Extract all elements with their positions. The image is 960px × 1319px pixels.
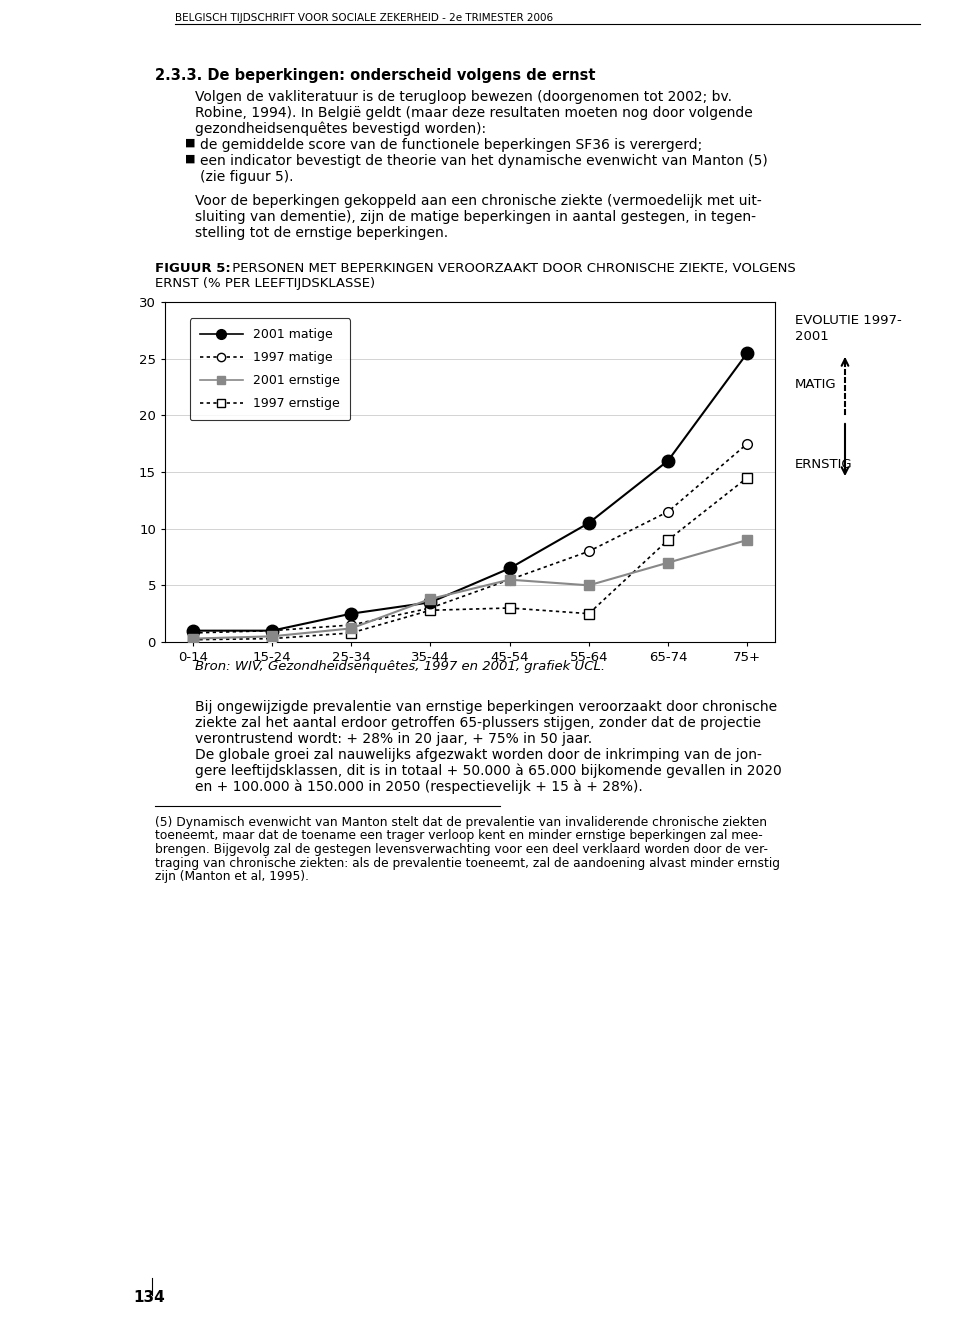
Text: verontrustend wordt: + 28% in 20 jaar, + 75% in 50 jaar.: verontrustend wordt: + 28% in 20 jaar, +… <box>195 732 592 747</box>
1997 matige <box>504 571 516 587</box>
Text: De globale groei zal nauwelijks afgezwakt worden door de inkrimping van de jon-: De globale groei zal nauwelijks afgezwak… <box>195 748 762 762</box>
Text: Voor de beperkingen gekoppeld aan een chronische ziekte (vermoedelijk met uit-: Voor de beperkingen gekoppeld aan een ch… <box>195 194 761 208</box>
Text: stelling tot de ernstige beperkingen.: stelling tot de ernstige beperkingen. <box>195 226 448 240</box>
Line: 2001 ernstige: 2001 ernstige <box>188 536 752 644</box>
2001 ernstige <box>741 532 753 547</box>
1997 ernstige <box>741 470 753 485</box>
2001 ernstige <box>504 571 516 587</box>
Text: gere leeftijdsklassen, dit is in totaal + 50.000 à 65.000 bijkomende gevallen in: gere leeftijdsklassen, dit is in totaal … <box>195 764 781 778</box>
1997 ernstige <box>266 630 277 646</box>
2001 matige <box>583 516 594 532</box>
2001 matige <box>266 623 277 638</box>
2001 ernstige <box>187 630 199 646</box>
1997 ernstige <box>187 632 199 648</box>
Text: ■: ■ <box>185 138 196 148</box>
Text: MATIG: MATIG <box>795 377 836 390</box>
Text: zijn (Manton et al, 1995).: zijn (Manton et al, 1995). <box>155 871 309 882</box>
Legend: 2001 matige, 1997 matige, 2001 ernstige, 1997 ernstige: 2001 matige, 1997 matige, 2001 ernstige,… <box>189 318 350 421</box>
2001 matige <box>504 561 516 576</box>
Text: Robine, 1994). In België geldt (maar deze resultaten moeten nog door volgende: Robine, 1994). In België geldt (maar dez… <box>195 106 753 120</box>
2001 ernstige <box>346 620 357 636</box>
2001 ernstige <box>266 628 277 644</box>
2001 matige <box>187 623 199 638</box>
1997 matige <box>424 600 436 616</box>
Text: ziekte zal het aantal erdoor getroffen 65-plussers stijgen, zonder dat de projec: ziekte zal het aantal erdoor getroffen 6… <box>195 716 761 729</box>
1997 matige <box>583 543 594 559</box>
1997 ernstige <box>662 532 674 547</box>
1997 ernstige <box>504 600 516 616</box>
Text: (zie figuur 5).: (zie figuur 5). <box>200 170 294 183</box>
Line: 1997 ernstige: 1997 ernstige <box>188 472 752 645</box>
2001 matige <box>662 452 674 468</box>
Text: en + 100.000 à 150.000 in 2050 (respectievelijk + 15 à + 28%).: en + 100.000 à 150.000 in 2050 (respecti… <box>195 780 643 794</box>
Text: gezondheidsenquêtes bevestigd worden):: gezondheidsenquêtes bevestigd worden): <box>195 121 486 136</box>
2001 matige <box>346 605 357 621</box>
1997 matige <box>346 617 357 633</box>
Line: 1997 matige: 1997 matige <box>188 439 752 638</box>
Text: FIGUUR 5:: FIGUUR 5: <box>155 262 230 274</box>
Text: Bron: WIV, Gezondheidsenquêtes, 1997 en 2001, grafiek UCL.: Bron: WIV, Gezondheidsenquêtes, 1997 en … <box>195 660 605 673</box>
2001 matige <box>424 595 436 611</box>
1997 matige <box>662 504 674 520</box>
Text: sluiting van dementie), zijn de matige beperkingen in aantal gestegen, in tegen-: sluiting van dementie), zijn de matige b… <box>195 210 756 224</box>
2001 ernstige <box>583 578 594 594</box>
Text: Bij ongewijzigde prevalentie van ernstige beperkingen veroorzaakt door chronisch: Bij ongewijzigde prevalentie van ernstig… <box>195 700 778 714</box>
Text: een indicator bevestigt de theorie van het dynamische evenwicht van Manton (5): een indicator bevestigt de theorie van h… <box>200 154 768 168</box>
Text: PERSONEN MET BEPERKINGEN VEROORZAAKT DOOR CHRONISCHE ZIEKTE, VOLGENS: PERSONEN MET BEPERKINGEN VEROORZAAKT DOO… <box>228 262 796 274</box>
Text: de gemiddelde score van de functionele beperkingen SF36 is verergerd;: de gemiddelde score van de functionele b… <box>200 138 703 152</box>
2001 matige <box>741 346 753 361</box>
1997 matige <box>741 435 753 451</box>
Text: ■: ■ <box>185 154 196 164</box>
Text: ERNSTIG: ERNSTIG <box>795 458 852 471</box>
Text: ERNST (% PER LEEFTIJDSKLASSE): ERNST (% PER LEEFTIJDSKLASSE) <box>155 277 375 290</box>
Text: brengen. Bijgevolg zal de gestegen levensverwachting voor een deel verklaard wor: brengen. Bijgevolg zal de gestegen leven… <box>155 843 768 856</box>
Text: 134: 134 <box>133 1290 165 1304</box>
Text: 2.3.3. De beperkingen: onderscheid volgens de ernst: 2.3.3. De beperkingen: onderscheid volge… <box>155 69 595 83</box>
Text: traging van chronische ziekten: als de prevalentie toeneemt, zal de aandoening a: traging van chronische ziekten: als de p… <box>155 856 780 869</box>
Text: (5) Dynamisch evenwicht van Manton stelt dat de prevalentie van invaliderende ch: (5) Dynamisch evenwicht van Manton stelt… <box>155 816 767 830</box>
Text: 2001: 2001 <box>795 330 828 343</box>
Text: Volgen de vakliteratuur is de terugloop bewezen (doorgenomen tot 2002; bv.: Volgen de vakliteratuur is de terugloop … <box>195 90 732 104</box>
2001 ernstige <box>662 555 674 571</box>
1997 ernstige <box>424 603 436 619</box>
1997 ernstige <box>583 605 594 621</box>
Line: 2001 matige: 2001 matige <box>186 347 754 637</box>
1997 matige <box>266 623 277 638</box>
1997 matige <box>187 625 199 641</box>
Text: BELGISCH TIJDSCHRIFT VOOR SOCIALE ZEKERHEID - 2e TRIMESTER 2006: BELGISCH TIJDSCHRIFT VOOR SOCIALE ZEKERH… <box>175 13 553 22</box>
Text: EVOLUTIE 1997-: EVOLUTIE 1997- <box>795 314 901 327</box>
1997 ernstige <box>346 625 357 641</box>
2001 ernstige <box>424 591 436 607</box>
Text: toeneemt, maar dat de toename een trager verloop kent en minder ernstige beperki: toeneemt, maar dat de toename een trager… <box>155 830 763 843</box>
